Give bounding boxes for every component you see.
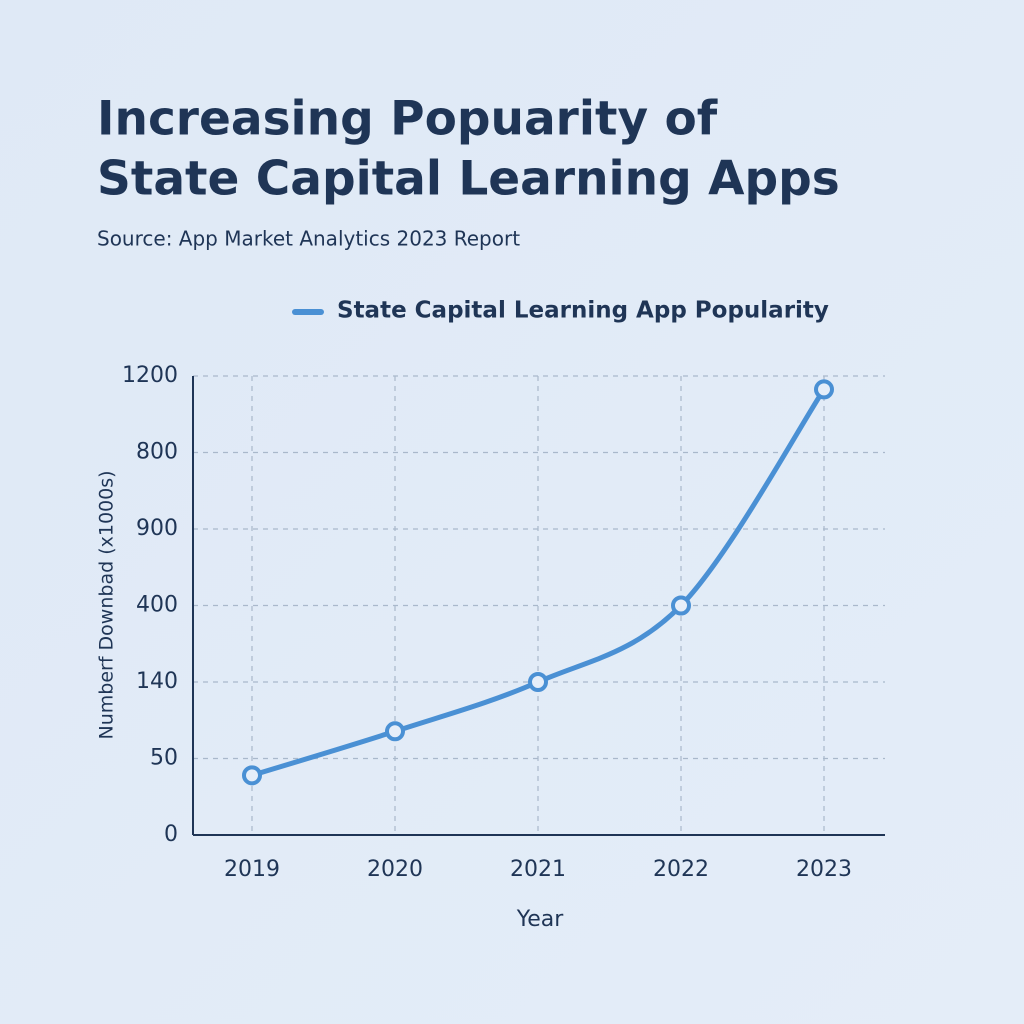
line [249, 386, 827, 778]
y-tick-label: 900 [136, 516, 178, 541]
legend-label: State Capital Learning App Popularity [337, 298, 829, 324]
y-tick-label: 50 [150, 746, 178, 771]
y-tick-label: 0 [164, 822, 178, 847]
x-axis-label: Year [516, 907, 565, 932]
point [671, 595, 691, 616]
y-tick-label: 1200 [122, 363, 178, 388]
point [528, 672, 548, 692]
y-tick-label: 800 [136, 440, 178, 465]
x-tick-label: 2021 [510, 857, 566, 882]
y-tick-label: 400 [136, 593, 178, 618]
x-tick-label: 2019 [224, 857, 280, 882]
x-tick-label: 2023 [796, 857, 852, 882]
x-tick-label: 2022 [653, 857, 709, 882]
chart-title: Increasing Popuarity of [97, 92, 718, 147]
y-tick-label: 140 [136, 669, 178, 694]
x-tick-label: 2020 [367, 857, 423, 882]
y-axis-label: Numberf Downbad (x1000s) [96, 470, 118, 739]
point [385, 721, 405, 742]
chart-subtitle: Source: App Market Analytics 2023 Report [97, 227, 520, 251]
chart-title: State Capital Learning Apps [97, 152, 840, 207]
point [814, 379, 834, 400]
point [242, 765, 262, 786]
